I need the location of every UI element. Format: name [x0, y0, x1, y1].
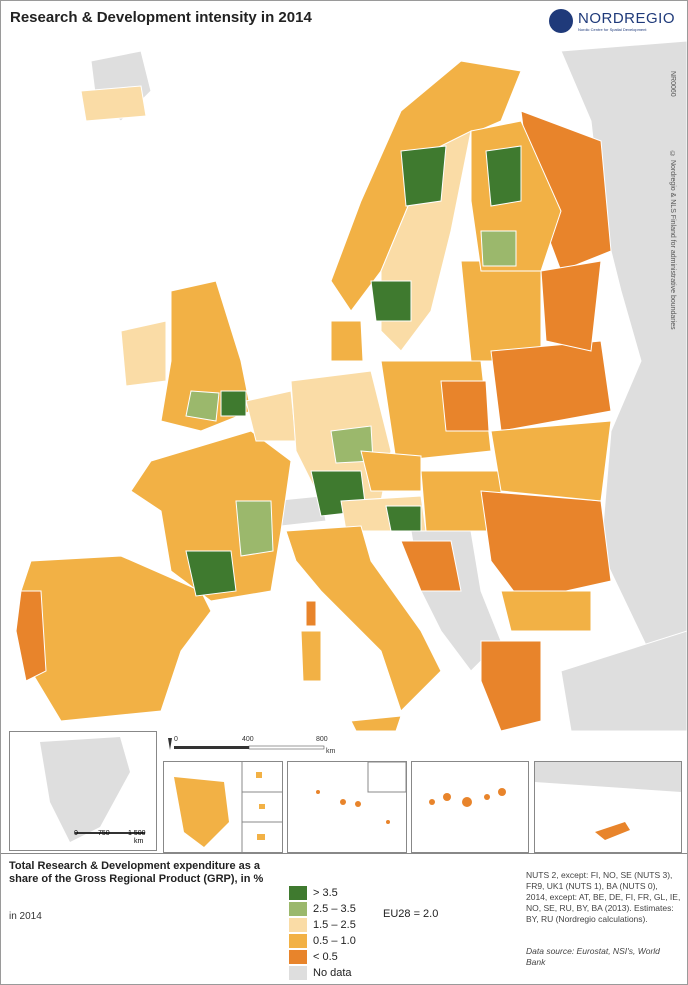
copyright: © Nordregio & NLS Finland for administra…	[669, 151, 676, 330]
nordregio-logo: NORDREGIO Nordic Centre for Spatial Deve…	[549, 9, 675, 33]
scale-tick: 0	[174, 736, 178, 743]
spain	[20, 555, 212, 722]
legend-swatch	[289, 902, 307, 916]
russia-mid	[540, 260, 602, 352]
uk-east	[220, 390, 247, 417]
iceland	[80, 85, 147, 122]
europe-map	[15, 40, 687, 731]
map-code: NR0060	[669, 71, 676, 97]
greece	[480, 640, 542, 731]
poland-east	[440, 380, 490, 432]
legend-label: 0.5 – 1.0	[313, 935, 356, 947]
ukraine	[490, 420, 612, 502]
legend-swatch	[289, 886, 307, 900]
scale-tick: 1 500	[128, 830, 146, 837]
scale-unit: km	[134, 838, 144, 845]
scale-bar-graphic	[168, 738, 325, 750]
romania	[480, 490, 612, 602]
legend-year: in 2014	[9, 911, 42, 922]
map-title: Research & Development intensity in 2014	[10, 9, 312, 26]
bulgaria	[500, 590, 592, 632]
inset-canary-islands	[411, 761, 529, 853]
finland-south	[480, 230, 517, 267]
logo-name: NORDREGIO	[578, 10, 676, 27]
logo-globe-icon	[549, 9, 573, 33]
belarus	[490, 340, 612, 432]
legend-label: < 0.5	[313, 951, 338, 963]
france	[130, 430, 292, 602]
data-source: Data source: Eurostat, NSI's, World Bank	[526, 946, 660, 967]
italy	[285, 525, 442, 712]
legend-swatch	[289, 966, 307, 980]
scale-tick: 0	[74, 830, 78, 837]
scale-unit: km	[326, 748, 336, 755]
finland-oulu	[485, 145, 522, 207]
scale-tick: 800	[316, 736, 328, 743]
scale-tick: 400	[242, 736, 254, 743]
ireland	[120, 320, 167, 387]
north-arrow-icon	[168, 738, 172, 750]
france-toulouse	[185, 550, 237, 597]
data-notes: NUTS 2, except: FI, NO, SE (NUTS 3), FR9…	[526, 870, 681, 924]
portugal	[15, 590, 47, 682]
sicily	[350, 715, 402, 731]
legend-swatch	[289, 918, 307, 932]
legend-label: > 3.5	[313, 887, 338, 899]
legend-swatch	[289, 950, 307, 964]
austria-styria	[385, 505, 422, 532]
denmark	[330, 320, 364, 362]
legend-title: Total Research & Development expenditure…	[9, 860, 264, 885]
inset-azores	[287, 761, 407, 853]
scale-bar: 0 400 800 km	[166, 736, 346, 760]
czechia	[360, 450, 422, 492]
legend-label: 2.5 – 3.5	[313, 903, 356, 915]
france-rhone	[235, 500, 274, 557]
logo-subtitle: Nordic Centre for Spatial Development	[578, 27, 647, 32]
uk-west	[185, 390, 220, 422]
legend: Total Research & Development expenditure…	[1, 853, 687, 984]
scale-tick: 750	[98, 830, 110, 837]
inset-greenland: 0 750 1 500 km	[9, 731, 157, 851]
baltics	[460, 260, 542, 362]
norway	[330, 60, 522, 312]
legend-swatch	[289, 934, 307, 948]
corsica	[305, 600, 317, 627]
inset-cyprus	[534, 761, 682, 853]
sweden-north	[400, 145, 447, 207]
turkey	[560, 630, 687, 731]
eu-average: EU28 = 2.0	[383, 908, 439, 920]
sardinia	[300, 630, 322, 682]
sweden-south	[370, 280, 412, 322]
legend-label: 1.5 – 2.5	[313, 919, 356, 931]
inset-french-guiana	[163, 761, 283, 853]
legend-label: No data	[313, 967, 352, 979]
croatia-bosnia	[400, 540, 462, 592]
